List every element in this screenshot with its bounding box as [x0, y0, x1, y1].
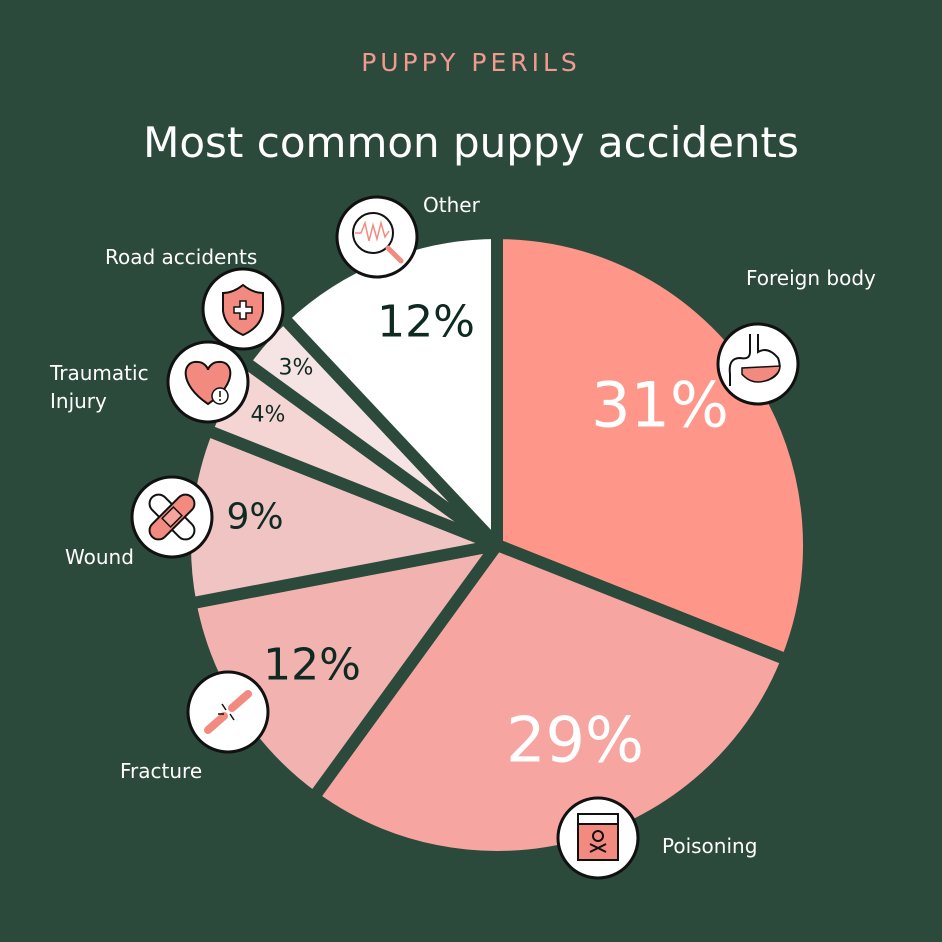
category-label-other: Other: [423, 193, 480, 217]
value-label-fracture: 12%: [263, 640, 361, 691]
value-label-wound: 9%: [226, 497, 283, 538]
poison-bottle-icon: [556, 796, 640, 880]
bandage-icon: [130, 475, 214, 559]
kicker: PUPPY PERILS: [361, 48, 581, 77]
stomach-icon: [716, 322, 800, 406]
value-label-traumatic-injury: 4%: [251, 403, 286, 428]
category-label-poisoning: Poisoning: [662, 834, 758, 858]
category-label-traumatic-injury: Traumatic Injury: [50, 361, 149, 413]
broken-bone-icon: [186, 670, 270, 754]
chart-title: Most common puppy accidents: [143, 118, 799, 167]
category-label-foreign-body: Foreign body: [746, 266, 876, 290]
category-label-wound: Wound: [65, 545, 134, 569]
shield-cross-icon: [201, 267, 285, 351]
heart-alert-icon: [166, 340, 250, 424]
category-label-road-accidents: Road accidents: [105, 245, 258, 269]
value-label-road-accidents: 3%: [279, 356, 314, 381]
category-label-fracture: Fracture: [120, 759, 203, 783]
value-label-poisoning: 29%: [506, 704, 644, 777]
value-label-other: 12%: [377, 297, 475, 348]
value-label-foreign-body: 31%: [591, 369, 729, 442]
magnifier-chart-icon: [335, 195, 419, 279]
